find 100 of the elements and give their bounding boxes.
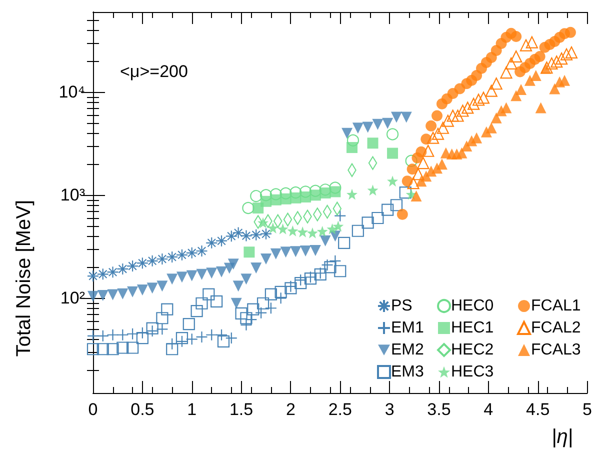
point xyxy=(546,57,558,70)
point xyxy=(232,226,244,239)
point xyxy=(176,272,188,283)
point xyxy=(452,110,464,122)
x-axis-title: |η| xyxy=(552,426,574,448)
point xyxy=(534,50,546,62)
legend-label: PS xyxy=(391,298,412,314)
point xyxy=(256,297,270,310)
point xyxy=(550,56,563,68)
point xyxy=(352,122,364,134)
point xyxy=(486,122,497,134)
point xyxy=(342,128,353,139)
legend-label: HEC0 xyxy=(451,298,494,314)
x-tick-label: 0.5 xyxy=(130,400,154,419)
point xyxy=(280,246,292,258)
point xyxy=(116,262,129,276)
point xyxy=(426,120,437,132)
point xyxy=(565,46,578,58)
point xyxy=(146,322,158,334)
point xyxy=(126,260,139,272)
legend-label: EM1 xyxy=(391,320,424,336)
point xyxy=(106,343,119,356)
point xyxy=(386,128,399,140)
point xyxy=(410,190,422,202)
point xyxy=(535,102,546,114)
point xyxy=(202,288,215,300)
legend-label: EM2 xyxy=(391,342,424,358)
legend-label: FCAL2 xyxy=(531,320,581,336)
point xyxy=(442,114,454,127)
point xyxy=(260,228,272,240)
x-tick-label: 2 xyxy=(286,400,296,419)
point xyxy=(166,250,178,264)
point xyxy=(258,217,269,228)
point xyxy=(156,312,168,324)
y-tick-label: 10² xyxy=(60,288,86,308)
point xyxy=(196,297,208,310)
point xyxy=(126,342,139,354)
annotation: <μ>=200 xyxy=(120,62,188,81)
point xyxy=(390,199,403,212)
point xyxy=(382,118,394,129)
point xyxy=(510,31,522,42)
point xyxy=(230,298,242,309)
point xyxy=(300,245,312,256)
point xyxy=(436,122,449,134)
point xyxy=(346,188,358,200)
point xyxy=(186,246,198,259)
point xyxy=(206,236,218,249)
point xyxy=(490,112,502,124)
point xyxy=(297,226,308,238)
point xyxy=(352,224,364,237)
point xyxy=(390,112,402,123)
point xyxy=(290,192,302,204)
point xyxy=(310,190,321,201)
point xyxy=(334,265,346,278)
legend-label: HEC2 xyxy=(451,342,494,358)
point xyxy=(530,70,542,82)
point xyxy=(274,286,287,298)
point xyxy=(396,208,408,220)
point xyxy=(206,268,218,279)
y-axis-title: Total Noise [MeV] xyxy=(13,200,35,357)
point xyxy=(290,246,302,258)
point xyxy=(477,92,490,104)
point xyxy=(287,225,298,236)
point xyxy=(96,268,109,280)
point xyxy=(560,48,573,60)
point xyxy=(106,266,119,278)
point xyxy=(117,288,128,300)
point xyxy=(217,335,230,348)
point xyxy=(427,132,440,144)
point xyxy=(362,122,374,133)
legend-label: FCAL1 xyxy=(531,298,581,314)
point xyxy=(500,102,512,114)
point xyxy=(407,177,420,190)
point xyxy=(367,184,378,196)
point xyxy=(564,26,576,38)
point xyxy=(382,204,394,216)
point xyxy=(260,253,272,264)
point xyxy=(505,57,518,70)
point xyxy=(326,223,338,234)
point xyxy=(559,74,570,86)
point xyxy=(244,246,255,258)
point xyxy=(270,248,282,260)
point xyxy=(387,148,398,159)
point xyxy=(88,290,98,302)
point xyxy=(242,202,254,214)
y-tick-label: 10⁴ xyxy=(58,82,85,102)
legend-label: HEC3 xyxy=(451,364,494,380)
point xyxy=(250,190,262,202)
point xyxy=(294,277,307,290)
legend-label: FCAL3 xyxy=(531,342,581,358)
point xyxy=(86,343,100,356)
point xyxy=(412,168,424,180)
point xyxy=(485,84,498,97)
point xyxy=(97,290,108,302)
point xyxy=(362,216,374,229)
point xyxy=(406,164,418,175)
y-tick-label: 10³ xyxy=(60,186,86,205)
point xyxy=(436,158,448,170)
point xyxy=(320,235,331,246)
point xyxy=(330,186,341,198)
